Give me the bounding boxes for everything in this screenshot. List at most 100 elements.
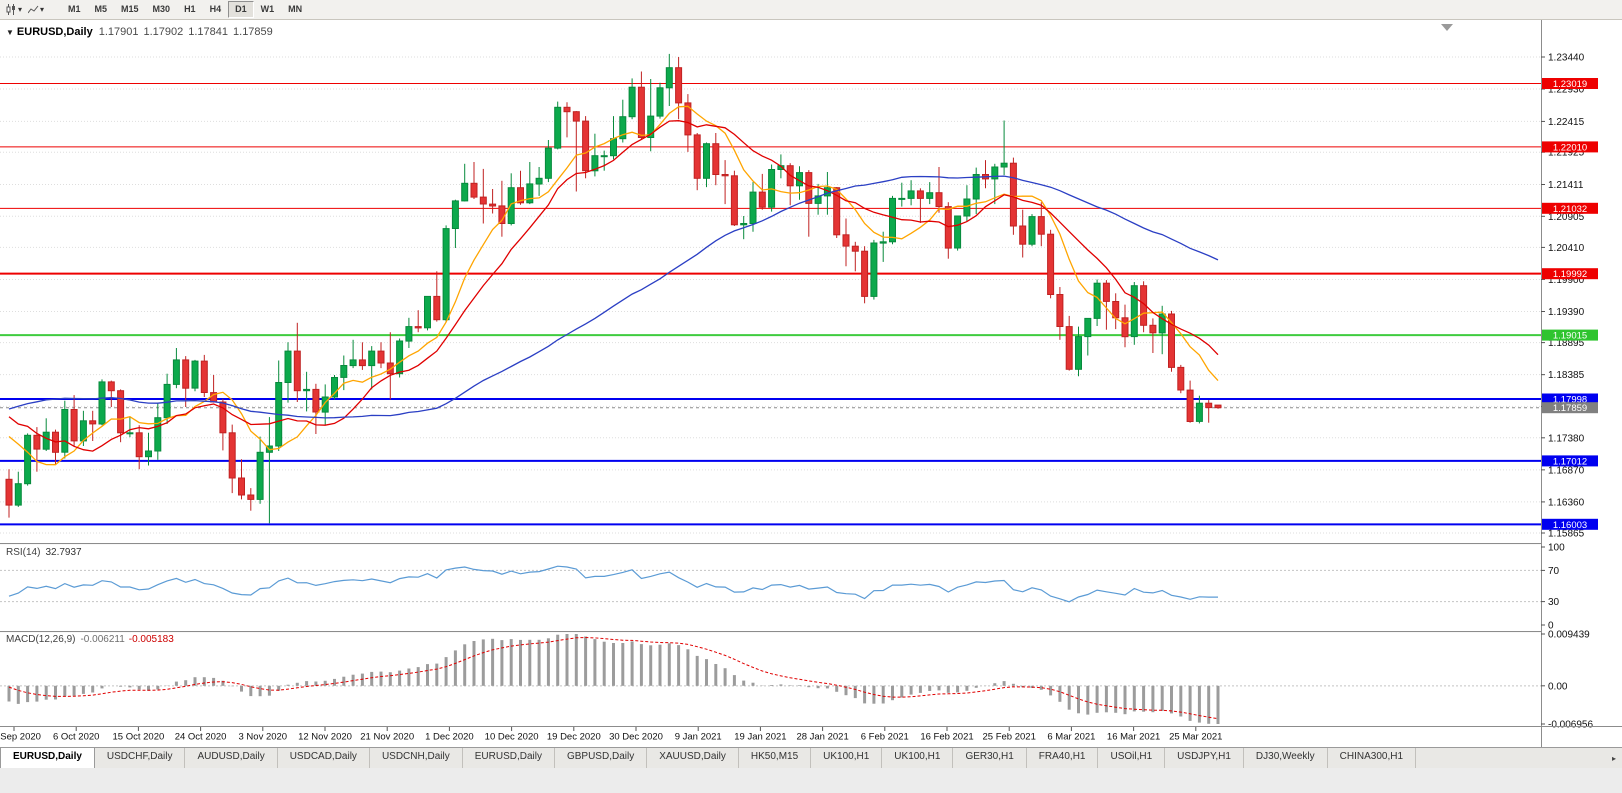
svg-text:1.17998: 1.17998 (1553, 395, 1587, 406)
caret-down-icon: ▾ (39, 5, 44, 14)
timeframe-button-m30[interactable]: M30 (146, 1, 178, 18)
svg-text:1.22415: 1.22415 (1548, 117, 1585, 128)
svg-text:1.22930: 1.22930 (1548, 85, 1585, 96)
svg-text:1.19900: 1.19900 (1548, 275, 1585, 286)
timeframe-button-mn[interactable]: MN (281, 1, 309, 18)
svg-text:25 Mar 2021: 25 Mar 2021 (1169, 732, 1222, 743)
svg-text:1.19992: 1.19992 (1553, 269, 1587, 280)
svg-text:1.19015: 1.19015 (1553, 331, 1587, 342)
ma-fast-line (8, 105, 1219, 466)
candlesticks (5, 53, 1222, 524)
symbol-tab-dj30-weekly-15[interactable]: DJ30,Weekly (1244, 748, 1328, 768)
svg-text:-0.006956: -0.006956 (1548, 720, 1593, 731)
svg-text:16 Feb 2021: 16 Feb 2021 (920, 732, 973, 743)
chart-area[interactable]: 1.23440 1.22930 1.22415 1.21925 1.21411 1.209… (0, 20, 1622, 747)
svg-text:26 Sep 2020: 26 Sep 2020 (0, 732, 41, 743)
right-arrow-icon: ▸ (1611, 753, 1616, 763)
svg-text:1.20905: 1.20905 (1548, 212, 1585, 223)
svg-text:9 Jan 2021: 9 Jan 2021 (675, 732, 722, 743)
price-axis: 1.23440 1.22930 1.22415 1.21925 1.21411 1.209… (1541, 20, 1622, 747)
svg-text:30 Dec 2020: 30 Dec 2020 (609, 732, 663, 743)
timeframe-button-d1[interactable]: D1 (228, 1, 254, 18)
timeframe-button-m15[interactable]: M15 (114, 1, 146, 18)
symbol-tab-china300-h1-16[interactable]: CHINA300,H1 (1328, 748, 1416, 768)
date-axis: 26 Sep 2020 6 Oct 2020 15 Oct 2020 24 Oct 2… (0, 727, 1222, 743)
chart-options-button[interactable]: ▾ (25, 2, 47, 18)
svg-text:1.21032: 1.21032 (1553, 204, 1587, 215)
symbol-tab-uk100-h1-10[interactable]: UK100,H1 (882, 748, 954, 768)
symbol-tab-usdcad-daily-3[interactable]: USDCAD,Daily (278, 748, 370, 768)
svg-text:100: 100 (1548, 543, 1565, 554)
symbol-tab-usdchf-daily-1[interactable]: USDCHF,Daily (95, 748, 186, 768)
svg-text:1.16360: 1.16360 (1548, 497, 1585, 508)
ma-slow-line (8, 175, 1219, 419)
svg-text:1 Dec 2020: 1 Dec 2020 (425, 732, 474, 743)
symbol-tab-audusd-daily-2[interactable]: AUDUSD,Daily (185, 748, 278, 768)
svg-text:0.00: 0.00 (1548, 681, 1568, 692)
svg-text:1.23019: 1.23019 (1553, 79, 1587, 90)
candlestick-chart-icon (6, 4, 15, 15)
svg-text:1.22010: 1.22010 (1553, 142, 1587, 153)
symbol-tab-usdjpy-h1-14[interactable]: USDJPY,H1 (1165, 748, 1244, 768)
symbol-tab-hk50-m15-8[interactable]: HK50,M15 (739, 748, 812, 768)
svg-text:0.009439: 0.009439 (1548, 630, 1590, 641)
svg-text:3 Nov 2020: 3 Nov 2020 (239, 732, 288, 743)
symbol-tab-fra40-h1-12[interactable]: FRA40,H1 (1027, 748, 1099, 768)
price-gridlines (0, 56, 1541, 534)
timeframe-button-m1[interactable]: M1 (61, 1, 88, 18)
svg-text:30: 30 (1548, 597, 1560, 608)
rsi-panel (0, 565, 1541, 603)
symbol-tab-usoil-h1-13[interactable]: USOil,H1 (1098, 748, 1166, 768)
timeframe-button-h4[interactable]: H4 (203, 1, 229, 18)
svg-text:19 Jan 2021: 19 Jan 2021 (734, 732, 786, 743)
svg-text:1.18895: 1.18895 (1548, 338, 1585, 349)
ma-mid-line (8, 120, 1219, 452)
symbol-tab-xauusd-daily-7[interactable]: XAUUSD,Daily (647, 748, 739, 768)
symbol-tab-usdcnh-daily-4[interactable]: USDCNH,Daily (370, 748, 463, 768)
svg-text:1.23440: 1.23440 (1548, 53, 1585, 64)
timeframe-button-h1[interactable]: H1 (177, 1, 203, 18)
timeframe-toolbar: ▾ ▾ M1 M5 M15 M30 H1 H4 D1 W1 MN (0, 0, 1622, 20)
symbol-tab-gbpusd-daily-6[interactable]: GBPUSD,Daily (555, 748, 648, 768)
svg-text:25 Feb 2021: 25 Feb 2021 (983, 732, 1036, 743)
collapse-chart-icon[interactable]: ▼ (6, 28, 14, 37)
symbol-tab-ger30-h1-11[interactable]: GER30,H1 (953, 748, 1027, 768)
svg-text:1.19390: 1.19390 (1548, 307, 1585, 318)
svg-text:15 Oct 2020: 15 Oct 2020 (113, 732, 165, 743)
macd-panel (0, 634, 1541, 724)
price-axis-tags: 1.23019 1.22010 1.21032 1.19992 1.19015 1.179… (1542, 78, 1598, 531)
svg-text:10 Dec 2020: 10 Dec 2020 (485, 732, 539, 743)
timeframe-button-w1[interactable]: W1 (254, 1, 282, 18)
symbol-tab-eurusd-daily-5[interactable]: EURUSD,Daily (463, 748, 555, 768)
timeframe-button-m5[interactable]: M5 (88, 1, 115, 18)
chart-shift-marker (1441, 24, 1453, 31)
chart-svg[interactable]: 1.23440 1.22930 1.22415 1.21925 1.21411 1.209… (0, 20, 1622, 747)
rsi-line (8, 565, 1218, 603)
tab-scroll-right-button[interactable]: ▸ (1606, 748, 1622, 768)
svg-text:24 Oct 2020: 24 Oct 2020 (175, 732, 227, 743)
svg-text:12 Nov 2020: 12 Nov 2020 (298, 732, 352, 743)
line-chart-icon (27, 5, 39, 14)
svg-text:1.17012: 1.17012 (1553, 456, 1587, 467)
svg-text:0: 0 (1548, 621, 1554, 632)
svg-text:21 Nov 2020: 21 Nov 2020 (360, 732, 414, 743)
symbol-tab-eurusd-daily-0[interactable]: EURUSD,Daily (0, 748, 95, 768)
svg-text:6 Feb 2021: 6 Feb 2021 (861, 732, 909, 743)
svg-text:28 Jan 2021: 28 Jan 2021 (796, 732, 848, 743)
chart-type-button[interactable]: ▾ (3, 2, 25, 18)
svg-text:6 Mar 2021: 6 Mar 2021 (1047, 732, 1095, 743)
caret-down-icon: ▾ (17, 5, 22, 14)
svg-text:16 Mar 2021: 16 Mar 2021 (1107, 732, 1160, 743)
svg-text:1.16870: 1.16870 (1548, 465, 1585, 476)
svg-text:1.17859: 1.17859 (1553, 403, 1587, 414)
svg-text:1.16003: 1.16003 (1553, 520, 1587, 531)
symbol-tab-bar: EURUSD,Daily USDCHF,Daily AUDUSD,Daily USDC… (0, 747, 1622, 768)
symbol-tab-uk100-h1-9[interactable]: UK100,H1 (811, 748, 883, 768)
svg-text:1.15865: 1.15865 (1548, 529, 1585, 540)
svg-text:1.20410: 1.20410 (1548, 243, 1585, 254)
timeframe-buttons: M1 M5 M15 M30 H1 H4 D1 W1 MN (61, 1, 309, 18)
svg-text:70: 70 (1548, 566, 1560, 577)
svg-text:1.18385: 1.18385 (1548, 370, 1585, 381)
svg-text:1.17380: 1.17380 (1548, 433, 1585, 444)
